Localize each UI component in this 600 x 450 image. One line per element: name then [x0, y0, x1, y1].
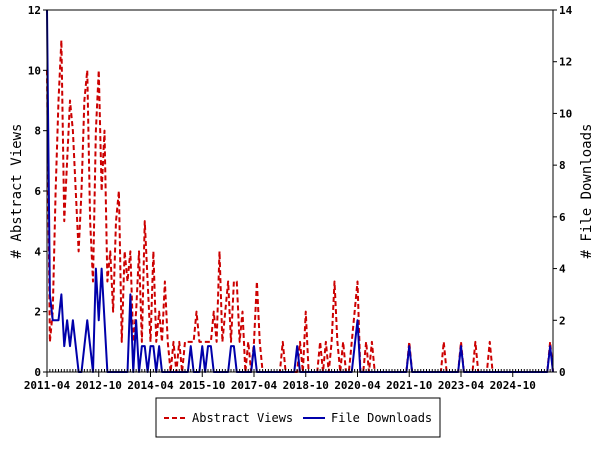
y2-tick-label: 8: [559, 159, 566, 172]
y-right-axis: 0 2 4 6 8 10 12 14: [553, 4, 573, 379]
y-tick-label: 8: [34, 125, 41, 138]
y2-tick-label: 14: [559, 4, 573, 17]
y2-tick-label: 0: [559, 366, 566, 379]
x-tick-label: 2020-04: [334, 379, 381, 392]
y2-tick-label: 4: [559, 263, 566, 276]
series-line-abstract-views: [46, 39, 554, 373]
y2-tick-label: 12: [559, 56, 572, 69]
x-tick-label: 2021-10: [386, 379, 432, 392]
legend-label-abstract-views: Abstract Views: [192, 411, 293, 425]
x-tick-label: 2023-04: [438, 379, 485, 392]
x-tick-label: 2024-10: [490, 379, 536, 392]
y2-tick-label: 2: [559, 314, 566, 327]
legend-label-file-downloads: File Downloads: [331, 411, 432, 425]
y-tick-label: 6: [34, 185, 41, 198]
x-tick-label: 2011-04: [24, 379, 71, 392]
y2-axis-title: # File Downloads: [579, 124, 595, 259]
x-tick-label: 2018-10: [283, 379, 329, 392]
y2-tick-label: 6: [559, 211, 566, 224]
y-tick-label: 0: [34, 366, 41, 379]
x-tick-label: 2015-10: [179, 379, 225, 392]
y-axis-title: # Abstract Views: [9, 124, 25, 259]
x-minor-ticks: [46, 369, 554, 372]
x-tick-label: 2017-04: [231, 379, 278, 392]
legend: Abstract Views File Downloads: [155, 397, 441, 438]
legend-box: [155, 397, 441, 438]
y-tick-label: 2: [34, 306, 41, 319]
plot-series: [46, 9, 554, 373]
y-tick-label: 4: [34, 245, 41, 258]
y-tick-label: 12: [28, 4, 41, 17]
x-axis: 2011-04 2012-10 2014-04 2015-10 2017-04 2018-…: [24, 372, 536, 392]
x-tick-label: 2012-10: [76, 379, 122, 392]
y2-tick-label: 10: [559, 107, 572, 120]
y-tick-label: 10: [28, 64, 41, 77]
y-left-axis: 0 2 4 6 8 10 12: [28, 4, 47, 379]
x-tick-label: 2014-04: [127, 379, 174, 392]
